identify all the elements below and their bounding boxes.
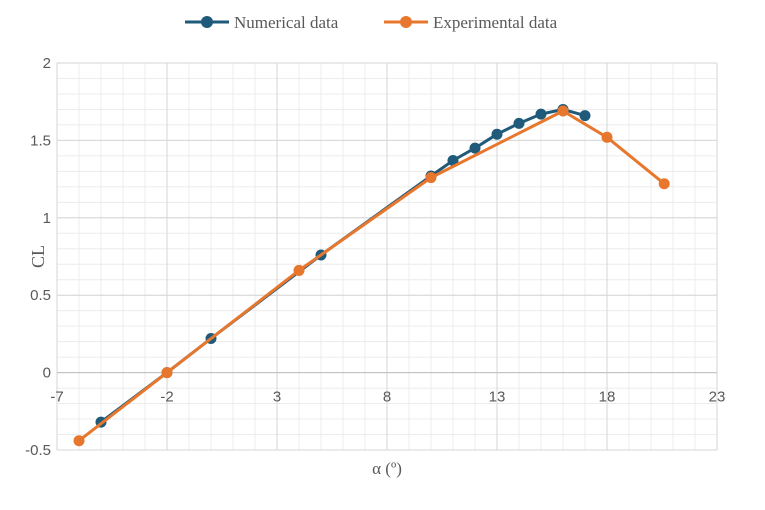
data-point <box>425 172 437 184</box>
legend: Numerical data Experimental data <box>185 13 558 32</box>
y-tick-label: 1.5 <box>30 132 51 149</box>
legend-label: Numerical data <box>234 13 339 32</box>
data-point <box>557 105 569 117</box>
y-tick-label: 0 <box>43 365 51 382</box>
legend-marker <box>400 16 412 28</box>
data-point <box>469 142 481 154</box>
data-point <box>491 128 503 140</box>
data-point <box>73 435 85 447</box>
y-tick-label: 1 <box>43 210 51 227</box>
data-point <box>579 110 591 122</box>
data-point <box>513 117 525 129</box>
data-point <box>601 131 613 143</box>
series-lines <box>73 103 670 447</box>
x-tick-labels: -7 -2 3 8 13 18 23 <box>50 389 725 406</box>
x-tick-label: 3 <box>273 389 281 406</box>
x-tick-label: -2 <box>160 389 173 406</box>
y-tick-labels: -0.5 0 0.5 1 1.5 2 <box>25 55 51 459</box>
x-tick-label: -7 <box>50 389 63 406</box>
data-point <box>447 155 459 167</box>
series-experimental <box>73 105 670 447</box>
legend-item: Numerical data <box>185 13 339 32</box>
y-axis-label: CL <box>28 245 48 268</box>
data-point <box>535 108 547 120</box>
data-point <box>293 264 305 276</box>
x-tick-label: 18 <box>599 389 616 406</box>
y-tick-label: 0.5 <box>30 287 51 304</box>
x-tick-label: 8 <box>383 389 391 406</box>
x-axis-label: α (º) <box>372 459 402 478</box>
x-tick-label: 13 <box>489 389 506 406</box>
x-tick-label: 23 <box>709 389 726 406</box>
legend-label: Experimental data <box>433 13 558 32</box>
legend-item: Experimental data <box>384 13 558 32</box>
y-tick-label: 2 <box>43 55 51 72</box>
data-point <box>658 178 670 190</box>
data-point <box>161 367 173 379</box>
y-tick-label: -0.5 <box>25 442 51 459</box>
legend-marker <box>201 16 213 28</box>
